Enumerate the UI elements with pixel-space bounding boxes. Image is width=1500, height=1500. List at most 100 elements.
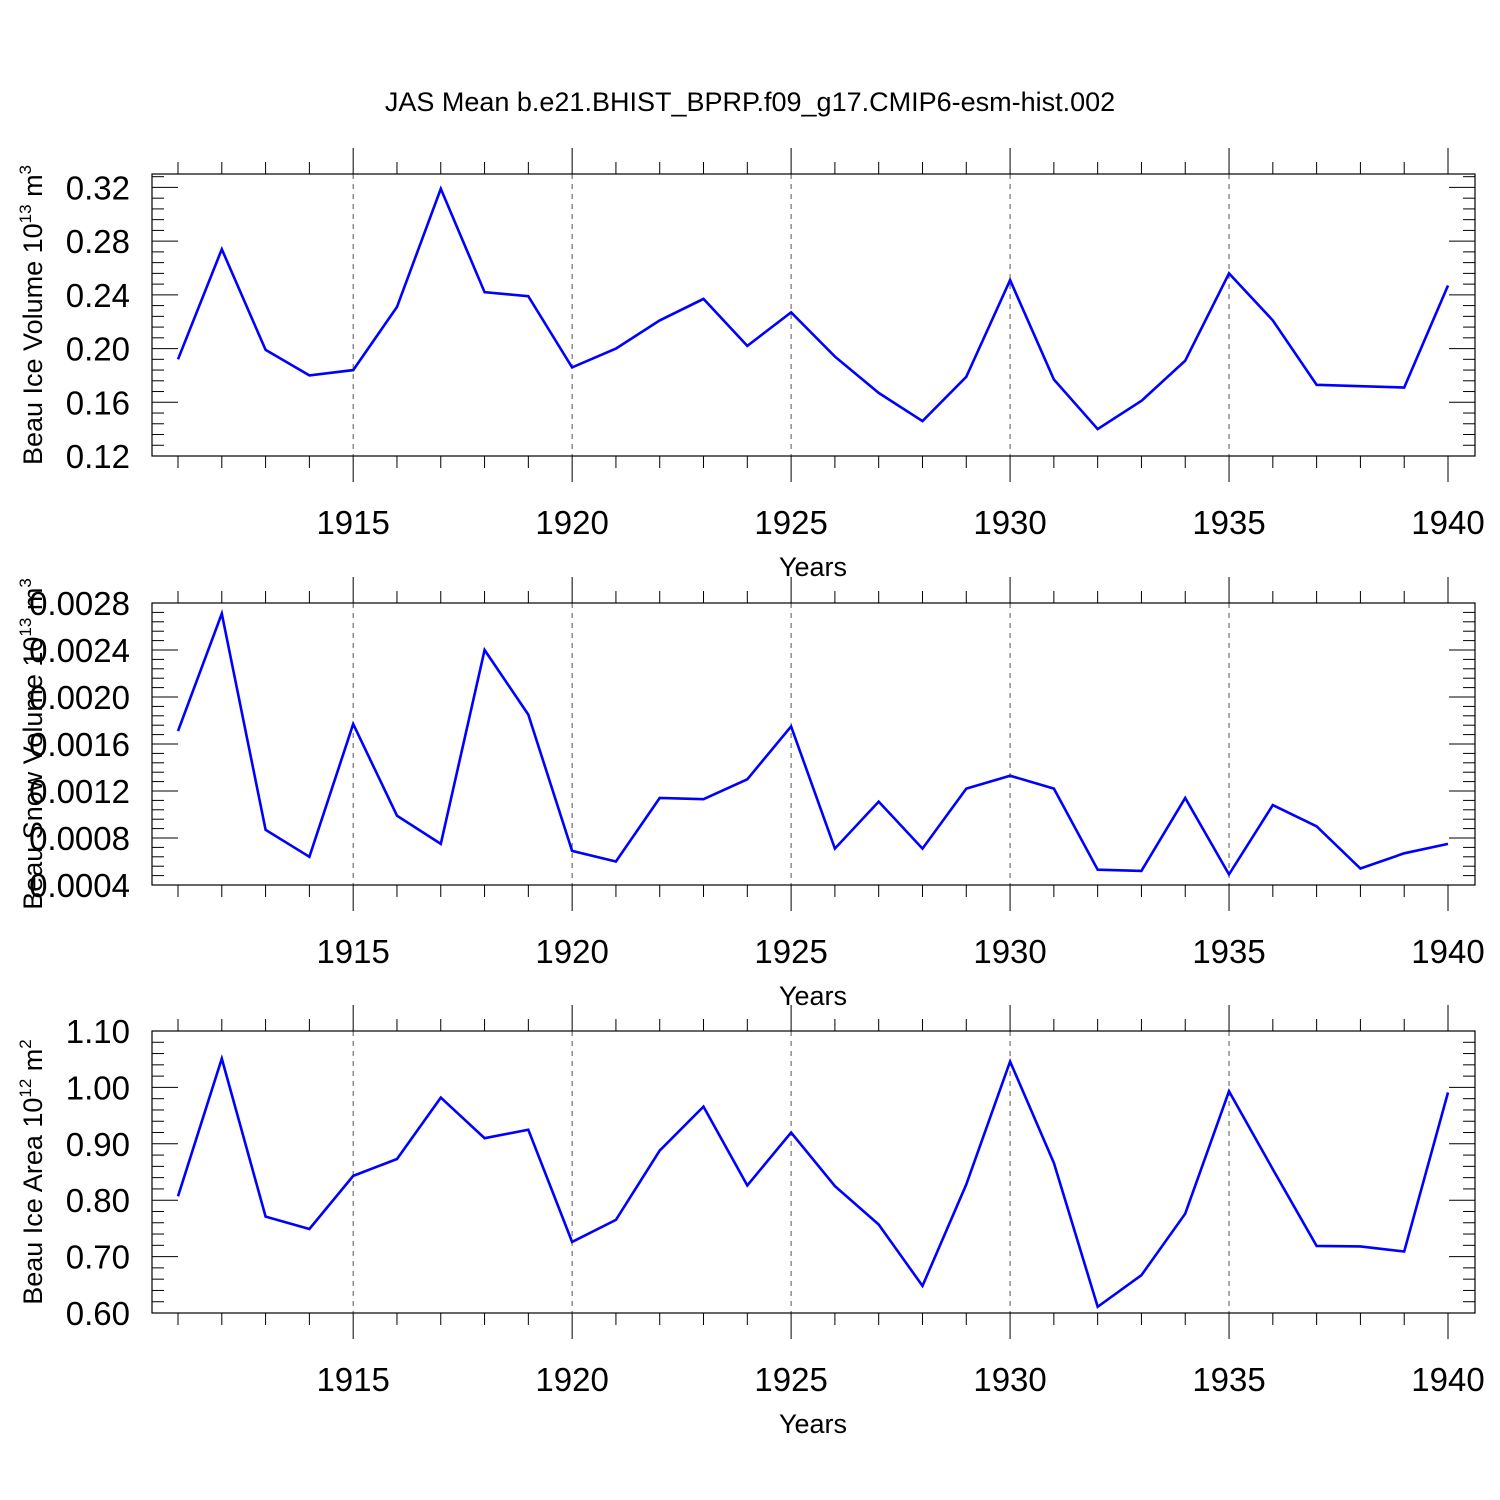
data-point xyxy=(964,787,968,791)
x-tick-label: 1915 xyxy=(316,933,389,970)
plot-frame xyxy=(151,173,1476,457)
data-point xyxy=(483,648,487,652)
data-point xyxy=(877,800,881,804)
y-tick-label: 1.10 xyxy=(66,1013,130,1050)
data-point xyxy=(745,777,749,781)
data-point xyxy=(1052,377,1056,381)
x-tick-label: 1925 xyxy=(754,504,827,541)
x-tick-label: 1925 xyxy=(754,933,827,970)
data-point xyxy=(1096,1305,1100,1309)
data-point xyxy=(1446,283,1450,287)
data-point xyxy=(264,828,268,832)
series-line xyxy=(176,608,1449,877)
y-axis-label-ylabel: Beau Ice Area 10 xyxy=(18,1098,48,1305)
y-axis-label-ylabel-unit-sup: 2 xyxy=(16,1039,35,1048)
data-point xyxy=(220,247,224,251)
data-point xyxy=(789,310,793,314)
data-point xyxy=(1446,1090,1450,1094)
data-point xyxy=(1358,384,1362,388)
data-point xyxy=(1008,278,1012,282)
y-tick-label: 0.32 xyxy=(66,169,130,206)
data-point xyxy=(745,1184,749,1188)
data-point xyxy=(745,344,749,348)
chart-panel-3: 1915 1920 1925 1930 1935 1940 0.60 0.70 0.80 0.90… xyxy=(16,1005,1485,1439)
data-point xyxy=(1008,1059,1012,1063)
data-point xyxy=(570,1240,574,1244)
y-tick-label: 0.0028 xyxy=(29,585,130,622)
data-point xyxy=(483,1136,487,1140)
data-point xyxy=(658,318,662,322)
data-point xyxy=(570,365,574,369)
data-point xyxy=(1052,1161,1056,1165)
x-tick-label: 1915 xyxy=(316,504,389,541)
data-point xyxy=(439,842,443,846)
figure-title: JAS Mean b.e21.BHIST_BPRP.f09_g17.CMIP6-… xyxy=(385,87,1115,117)
data-point xyxy=(1402,851,1406,855)
x-tick-label: 1920 xyxy=(535,1361,608,1398)
y-tick-label: 0.12 xyxy=(66,438,130,475)
series-line xyxy=(176,1054,1450,1309)
data-point xyxy=(1315,383,1319,387)
data-point xyxy=(264,1215,268,1219)
data-point xyxy=(789,724,793,728)
data-point xyxy=(307,373,311,377)
data-point xyxy=(1271,803,1275,807)
y-axis-label-ylabel-unit-sup: 3 xyxy=(16,165,35,174)
x-tick-label: 1930 xyxy=(973,504,1046,541)
y-axis-label-ylabel-sup: 13 xyxy=(16,618,35,637)
x-tick-label: 1920 xyxy=(535,504,608,541)
data-point xyxy=(920,419,924,423)
data-point xyxy=(526,713,530,717)
data-point xyxy=(658,1149,662,1153)
data-point xyxy=(702,297,706,301)
data-point xyxy=(1402,386,1406,390)
x-tick-label: 1915 xyxy=(316,1361,389,1398)
data-point xyxy=(1271,318,1275,322)
data-point xyxy=(526,294,530,298)
data-point xyxy=(351,722,355,726)
plot-frame xyxy=(151,1030,1476,1314)
y-axis-label-ylabel-sup: 13 xyxy=(16,204,35,223)
x-tick-label: 1920 xyxy=(535,933,608,970)
data-point xyxy=(1446,842,1450,846)
x-tick-label: 1930 xyxy=(973,933,1046,970)
y-axis-label: Beau Ice Volume 1013 m3 xyxy=(16,165,48,465)
data-point xyxy=(264,348,268,352)
data-point xyxy=(1139,869,1143,873)
y-tick-label: 0.0008 xyxy=(29,820,130,857)
y-axis-label: Beau Ice Area 1012 m2 xyxy=(16,1039,48,1305)
data-point xyxy=(702,1105,706,1109)
chart-panel-2: 1915 1920 1925 1930 1935 1940 0.0004 0.0008 0.00… xyxy=(16,577,1485,1011)
y-tick-label: 0.0024 xyxy=(29,632,130,669)
y-axis-label: Beau Snow Volume 1013 m3 xyxy=(16,578,48,910)
data-point xyxy=(1052,787,1056,791)
data-point xyxy=(439,187,443,191)
y-tick-label: 0.90 xyxy=(66,1126,130,1163)
data-point xyxy=(658,796,662,800)
y-tick-label: 0.16 xyxy=(66,384,130,421)
data-point xyxy=(351,368,355,372)
data-point xyxy=(1315,824,1319,828)
y-axis-label-ylabel-unit: m xyxy=(18,174,48,204)
data-point xyxy=(526,1128,530,1132)
data-point xyxy=(176,1194,180,1198)
y-tick-label: 0.70 xyxy=(66,1239,130,1276)
y-tick-label: 0.24 xyxy=(66,277,130,314)
y-tick-label: 1.00 xyxy=(66,1069,130,1106)
data-point xyxy=(614,347,618,351)
data-point xyxy=(789,1131,793,1135)
data-point xyxy=(439,1096,443,1100)
data-point xyxy=(176,729,180,733)
x-tick-label: 1940 xyxy=(1411,933,1484,970)
y-tick-label: 0.60 xyxy=(66,1295,130,1332)
y-tick-label: 0.0012 xyxy=(29,773,130,810)
data-point xyxy=(1358,867,1362,871)
data-point xyxy=(1227,1089,1231,1093)
y-axis-label-ylabel-sup: 12 xyxy=(16,1079,35,1098)
data-point xyxy=(220,612,224,616)
data-point xyxy=(395,814,399,818)
x-tick-label: 1940 xyxy=(1411,504,1484,541)
panels: 1915 1920 1925 1930 1935 1940 0.12 0.16 0.20 0.24… xyxy=(16,148,1485,1439)
data-point xyxy=(1183,796,1187,800)
